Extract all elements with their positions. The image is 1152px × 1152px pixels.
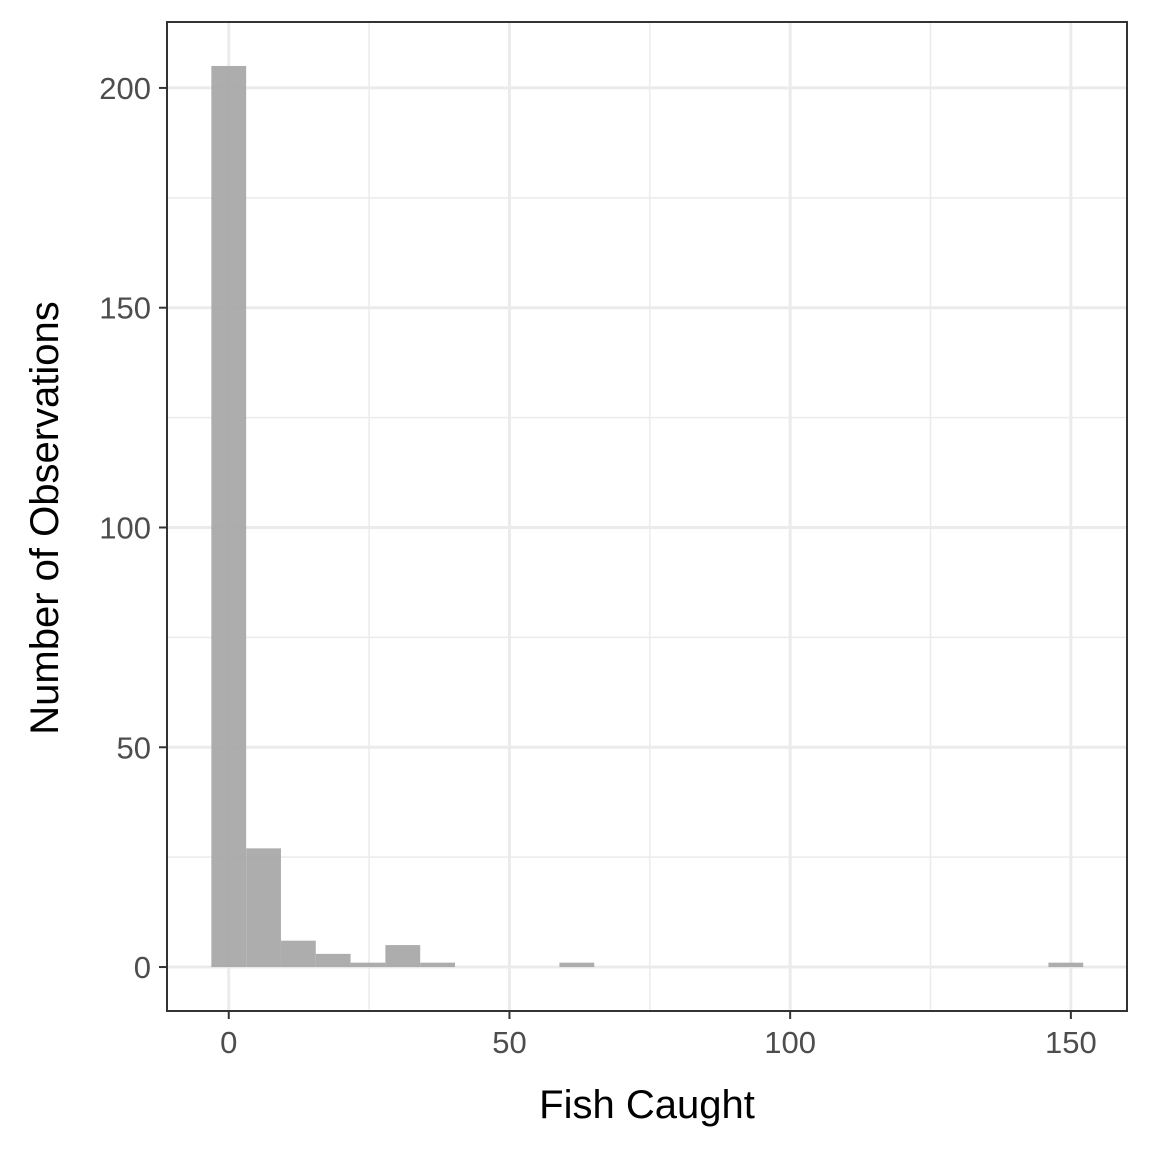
x-tick-label: 50 [492,1025,526,1060]
histogram-bars [211,65,1084,968]
panel-border [166,21,1128,1012]
y-axis: 0 50 100 150 200 [99,71,167,985]
x-tick-label: 100 [764,1025,816,1060]
x-axis-title: Fish Caught [539,1083,755,1127]
y-tick-label: 100 [99,510,151,545]
histogram-bar [350,962,386,968]
x-axis: 0 50 100 150 [220,1011,1097,1060]
histogram-bar [315,953,351,968]
histogram-bar [1048,962,1084,968]
histogram-bar [211,65,247,968]
y-tick-label: 200 [99,71,151,106]
x-tick-label: 150 [1045,1025,1097,1060]
histogram-bar [559,962,595,968]
y-axis-title: Number of Observations [23,301,67,735]
y-tick-label: 0 [134,950,151,985]
histogram-bar [385,945,421,968]
y-tick-label: 150 [99,291,151,326]
y-tick-label: 50 [117,730,151,765]
histogram-bar [420,962,455,968]
histogram-bar [280,940,316,968]
histogram-bar [246,848,281,968]
x-tick-label: 0 [220,1025,237,1060]
minor-grid [167,22,1127,1011]
